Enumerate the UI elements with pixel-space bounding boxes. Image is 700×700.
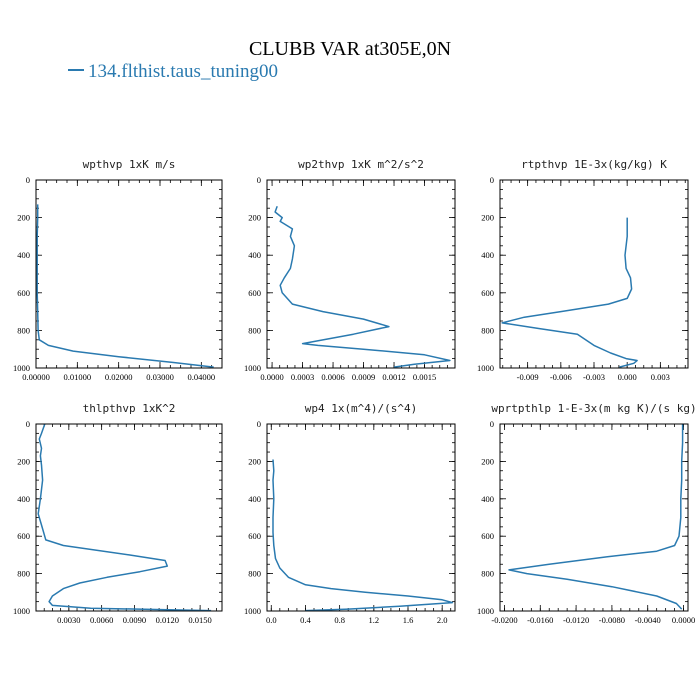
x-tick-label: 0.0015 bbox=[413, 372, 436, 382]
y-tick-label: 800 bbox=[481, 569, 494, 579]
y-tick-label: 1000 bbox=[244, 363, 261, 373]
panel-title: wp4 1x(m^4)/(s^4) bbox=[305, 402, 418, 415]
y-tick-label: 800 bbox=[248, 325, 261, 335]
y-tick-label: 800 bbox=[481, 325, 494, 335]
panel-title: wp2thvp 1xK m^2/s^2 bbox=[298, 158, 424, 171]
y-tick-label: 0 bbox=[490, 175, 494, 185]
series-line bbox=[36, 204, 214, 368]
y-tick-label: 600 bbox=[481, 531, 494, 541]
axes-frame bbox=[35, 423, 223, 612]
x-tick-label: 0.0120 bbox=[156, 615, 179, 625]
x-tick-label: 0.8 bbox=[334, 615, 345, 625]
x-tick-label: 0.0012 bbox=[382, 372, 405, 382]
axes-frame bbox=[266, 179, 456, 369]
chart-panel-2: wp2thvp 1xK m^2/s^2020040060080010000.00… bbox=[244, 158, 456, 382]
x-tick-label: 1.2 bbox=[369, 615, 380, 625]
axes-frame bbox=[499, 423, 689, 612]
panel-title: wprtpthlp 1-E-3x(m kg K)/(s kg) bbox=[491, 402, 696, 415]
y-tick-label: 1000 bbox=[477, 363, 494, 373]
x-tick-label: 0.00000 bbox=[22, 372, 50, 382]
x-tick-label: 0.4 bbox=[300, 615, 311, 625]
y-tick-label: 800 bbox=[248, 569, 261, 579]
y-tick-label: 400 bbox=[481, 494, 494, 504]
y-tick-label: 200 bbox=[17, 213, 30, 223]
y-tick-label: 200 bbox=[481, 213, 494, 223]
y-tick-label: 400 bbox=[248, 250, 261, 260]
x-tick-label: -0.0160 bbox=[527, 615, 553, 625]
panel-title: thlpthvp 1xK^2 bbox=[83, 402, 176, 415]
y-tick-label: 200 bbox=[481, 456, 494, 466]
figure-title: CLUBB VAR at305E,0N bbox=[249, 38, 451, 60]
y-tick-label: 200 bbox=[248, 213, 261, 223]
x-tick-label: 0.0150 bbox=[188, 615, 211, 625]
chart-panel-4: thlpthvp 1xK^2 0 200 400 600 800 1000 0.0030 0.0… bbox=[13, 402, 223, 625]
x-tick-label: 0.0009 bbox=[352, 372, 375, 382]
x-tick-label: 0.003 bbox=[651, 372, 670, 382]
y-tick-label: 400 bbox=[17, 250, 30, 260]
x-tick-label: 0.04000 bbox=[188, 372, 216, 382]
x-tick-label: 0.0006 bbox=[321, 372, 344, 382]
y-tick-label: 800 bbox=[17, 325, 30, 335]
x-tick-label: 0.000 bbox=[618, 372, 637, 382]
y-tick-label: 600 bbox=[17, 531, 30, 541]
y-tick-label: 200 bbox=[248, 456, 261, 466]
series-line bbox=[272, 459, 454, 612]
series-line bbox=[508, 424, 684, 610]
y-tick-label: 400 bbox=[481, 250, 494, 260]
y-tick-label: 0 bbox=[257, 175, 261, 185]
y-tick-label: 0 bbox=[257, 419, 261, 429]
panel-title: rtpthvp 1E-3x(kg/kg) K bbox=[521, 158, 667, 171]
x-tick-label: 0.0060 bbox=[90, 615, 113, 625]
y-tick-label: 0 bbox=[26, 419, 30, 429]
x-tick-label: -0.0080 bbox=[599, 615, 625, 625]
y-tick-label: 1000 bbox=[13, 363, 30, 373]
x-tick-label: -0.0200 bbox=[491, 615, 517, 625]
panel-title: wpthvp 1xK m/s bbox=[83, 158, 176, 171]
y-tick-label: 0 bbox=[26, 175, 30, 185]
x-tick-label: -0.0120 bbox=[563, 615, 589, 625]
x-tick-label: -0.006 bbox=[550, 372, 572, 382]
y-tick-label: 1000 bbox=[477, 606, 494, 616]
x-tick-label: 0.02000 bbox=[105, 372, 133, 382]
y-tick-label: 0 bbox=[490, 419, 494, 429]
y-tick-label: 800 bbox=[17, 569, 30, 579]
x-tick-label: -0.0040 bbox=[635, 615, 661, 625]
y-tick-label: 400 bbox=[248, 494, 261, 504]
y-tick-label: 600 bbox=[248, 288, 261, 298]
y-tick-label: 1000 bbox=[13, 606, 30, 616]
chart-panel-5: wp4 1x(m^4)/(s^4) 0 200 400 600 800 1000 0.0 0.4… bbox=[244, 402, 456, 625]
axes-frame bbox=[35, 179, 223, 369]
legend-label: 134.flthist.taus_tuning00 bbox=[88, 61, 278, 82]
series-line bbox=[501, 217, 638, 368]
y-tick-label: 200 bbox=[17, 456, 30, 466]
x-tick-label: 0.0000 bbox=[672, 615, 695, 625]
x-tick-label: -0.003 bbox=[583, 372, 605, 382]
chart-panel-3: rtpthvp 1E-3x(kg/kg) K 0 200 400 600 800 1000 -… bbox=[477, 158, 689, 382]
y-tick-label: 600 bbox=[17, 288, 30, 298]
x-tick-label: 0.03000 bbox=[146, 372, 174, 382]
x-tick-label: 0.0030 bbox=[57, 615, 80, 625]
series-line bbox=[37, 423, 212, 612]
x-tick-label: 0.0090 bbox=[123, 615, 146, 625]
x-tick-label: 0.0000 bbox=[260, 372, 283, 382]
figure-legend: 134.flthist.taus_tuning00 bbox=[68, 61, 278, 82]
x-tick-label: 1.6 bbox=[403, 615, 414, 625]
x-tick-label: 0.0 bbox=[266, 615, 277, 625]
series-line bbox=[274, 206, 451, 368]
x-tick-label: 0.0003 bbox=[291, 372, 314, 382]
y-tick-label: 1000 bbox=[244, 606, 261, 616]
y-tick-label: 600 bbox=[248, 531, 261, 541]
y-tick-label: 600 bbox=[481, 288, 494, 298]
x-tick-label: -0.009 bbox=[517, 372, 539, 382]
y-tick-label: 400 bbox=[17, 494, 30, 504]
axes-frame bbox=[499, 179, 689, 369]
axes-frame bbox=[266, 423, 456, 612]
chart-panel-6: wprtpthlp 1-E-3x(m kg K)/(s kg) 0 200 400 60… bbox=[477, 402, 697, 625]
x-tick-label: 0.01000 bbox=[64, 372, 92, 382]
x-tick-label: 2.0 bbox=[437, 615, 448, 625]
